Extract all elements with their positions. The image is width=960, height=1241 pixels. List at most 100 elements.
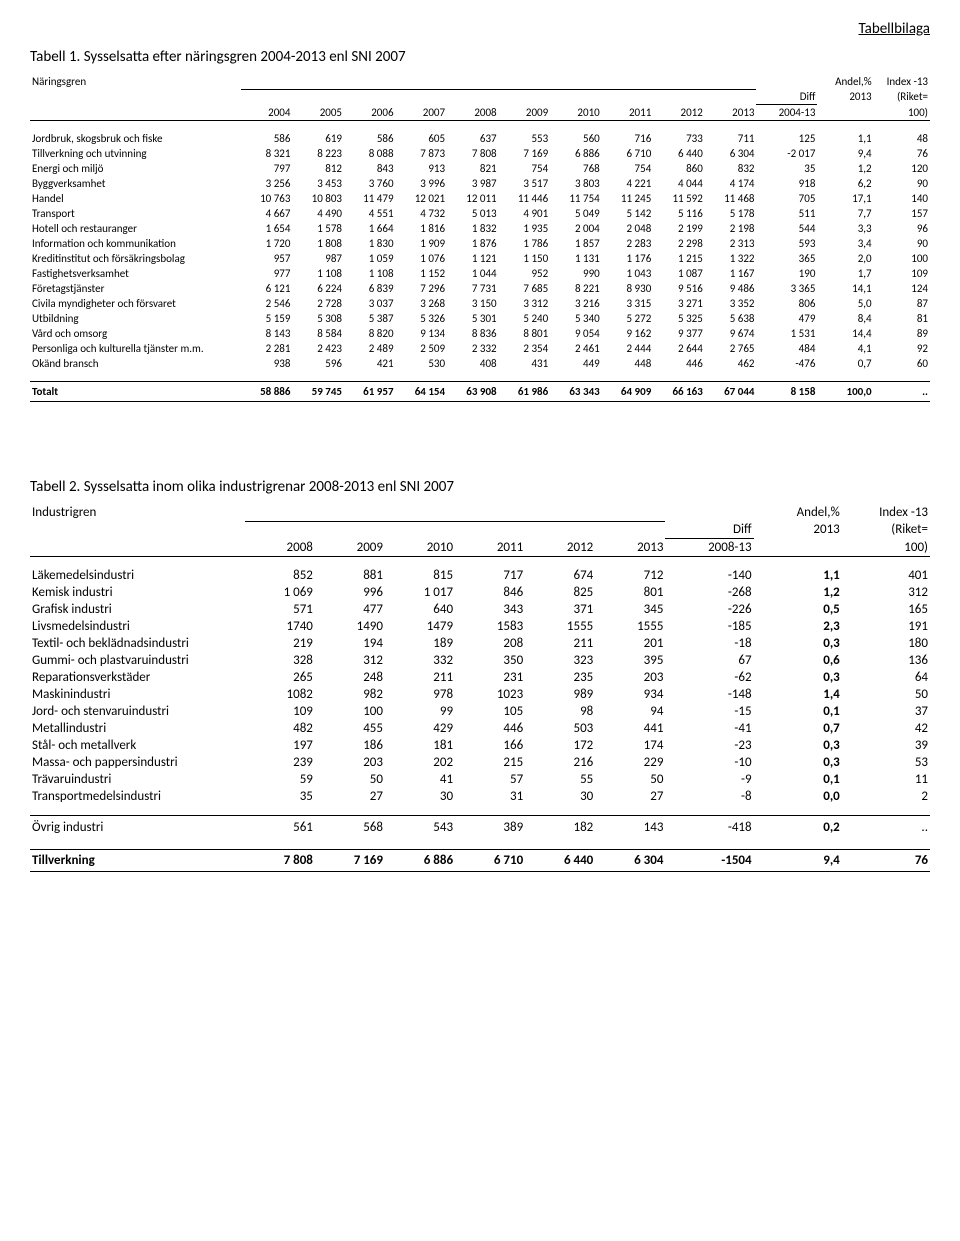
cell: 42 [842, 720, 930, 737]
t1-idx-h3: 100) [874, 105, 930, 121]
cell: 194 [315, 635, 385, 652]
cell: 2 728 [292, 296, 344, 311]
table1: Näringsgren Andel,% Index -13 Diff 2013 … [30, 74, 930, 402]
cell: 3 271 [653, 296, 705, 311]
cell: 846 [455, 584, 525, 601]
cell: 17,1 [817, 191, 873, 206]
cell: 9 486 [705, 281, 757, 296]
cell: 239 [245, 754, 315, 771]
cell: 455 [315, 720, 385, 737]
cell: 5 240 [499, 311, 551, 326]
cell: 5,0 [817, 296, 873, 311]
table2: Industrigren Andel,% Index -13 Diff 2013… [30, 504, 930, 872]
cell: 821 [447, 161, 499, 176]
row-label: Transport [30, 206, 241, 221]
cell: 4 490 [292, 206, 344, 221]
cell: 343 [455, 601, 525, 618]
cell: 11 468 [705, 191, 757, 206]
table1-title: Tabell 1. Sysselsatta efter näringsgren … [30, 48, 930, 66]
cell: 248 [315, 669, 385, 686]
cell: -2 017 [756, 146, 817, 161]
cell: 12 021 [396, 191, 448, 206]
cell: 1,2 [754, 584, 842, 601]
t2-year: 2013 [595, 539, 665, 557]
table-row: Energi och miljö797812843913821754768754… [30, 161, 930, 176]
cell: 7 731 [447, 281, 499, 296]
cell: 2 546 [241, 296, 293, 311]
cell: 174 [595, 737, 665, 754]
cell: 1 017 [385, 584, 455, 601]
cell: 605 [396, 131, 448, 146]
cell: 446 [455, 720, 525, 737]
cell: 543 [385, 816, 455, 840]
cell: 231 [455, 669, 525, 686]
cell: 3 256 [241, 176, 293, 191]
cell: 1 832 [447, 221, 499, 236]
cell: 0,2 [754, 816, 842, 840]
cell: 96 [874, 221, 930, 236]
table-row: Transportmedelsindustri352730313027-80,0… [30, 788, 930, 805]
cell: 8 820 [344, 326, 396, 341]
cell: 3 365 [756, 281, 817, 296]
cell: 30 [525, 788, 595, 805]
cell: 64 909 [602, 382, 654, 402]
table-row: Livsmedelsindustri1740149014791583155515… [30, 618, 930, 635]
cell: 7 685 [499, 281, 551, 296]
row-label: Textil- och beklädnadsindustri [30, 635, 245, 652]
cell: .. [842, 816, 930, 840]
cell: 90 [874, 176, 930, 191]
cell: 2 509 [396, 341, 448, 356]
t1-corner: Näringsgren [30, 74, 241, 121]
cell: 1 720 [241, 236, 293, 251]
cell: 312 [315, 652, 385, 669]
t2-andel-h2: 2013 [754, 521, 842, 539]
cell: 140 [874, 191, 930, 206]
cell: 60 [874, 356, 930, 371]
cell: 323 [525, 652, 595, 669]
cell: -476 [756, 356, 817, 371]
cell: .. [874, 382, 930, 402]
cell: 2 489 [344, 341, 396, 356]
t2-andel-h1: Andel,% [754, 504, 842, 521]
cell: 109 [245, 703, 315, 720]
cell: 408 [447, 356, 499, 371]
cell: 265 [245, 669, 315, 686]
cell: 11 245 [602, 191, 654, 206]
cell: 6 121 [241, 281, 293, 296]
cell: 312 [842, 584, 930, 601]
cell: 92 [874, 341, 930, 356]
table-row: Grafisk industri571477640343371345-2260,… [30, 601, 930, 618]
total-label: Tillverkning [30, 850, 245, 872]
cell: 66 163 [653, 382, 705, 402]
cell: 10 763 [241, 191, 293, 206]
cell: 1 044 [447, 266, 499, 281]
cell: 1 152 [396, 266, 448, 281]
cell: -226 [665, 601, 753, 618]
cell: 2 283 [602, 236, 654, 251]
cell: 35 [756, 161, 817, 176]
cell: 918 [756, 176, 817, 191]
cell: -41 [665, 720, 753, 737]
t1-idx-h2: (Riket= [874, 89, 930, 105]
table-row: Kreditinstitut och försäkringsbolag95798… [30, 251, 930, 266]
table-row: Handel10 76310 80311 47912 02112 01111 4… [30, 191, 930, 206]
table-row: Trävaruindustri595041575550-90,111 [30, 771, 930, 788]
cell: 63 343 [550, 382, 602, 402]
cell: 89 [874, 326, 930, 341]
cell: 191 [842, 618, 930, 635]
cell: -268 [665, 584, 753, 601]
cell: -23 [665, 737, 753, 754]
cell: 9 054 [550, 326, 602, 341]
cell: 12 011 [447, 191, 499, 206]
cell: 371 [525, 601, 595, 618]
cell: 6 304 [595, 850, 665, 872]
cell: 4 732 [396, 206, 448, 221]
cell: 2 298 [653, 236, 705, 251]
cell: 1555 [595, 618, 665, 635]
cell: 8 088 [344, 146, 396, 161]
cell: 446 [653, 356, 705, 371]
t2-idx-h1: Index -13 [842, 504, 930, 521]
cell: 41 [385, 771, 455, 788]
cell: 64 154 [396, 382, 448, 402]
t1-year: 2010 [550, 105, 602, 121]
